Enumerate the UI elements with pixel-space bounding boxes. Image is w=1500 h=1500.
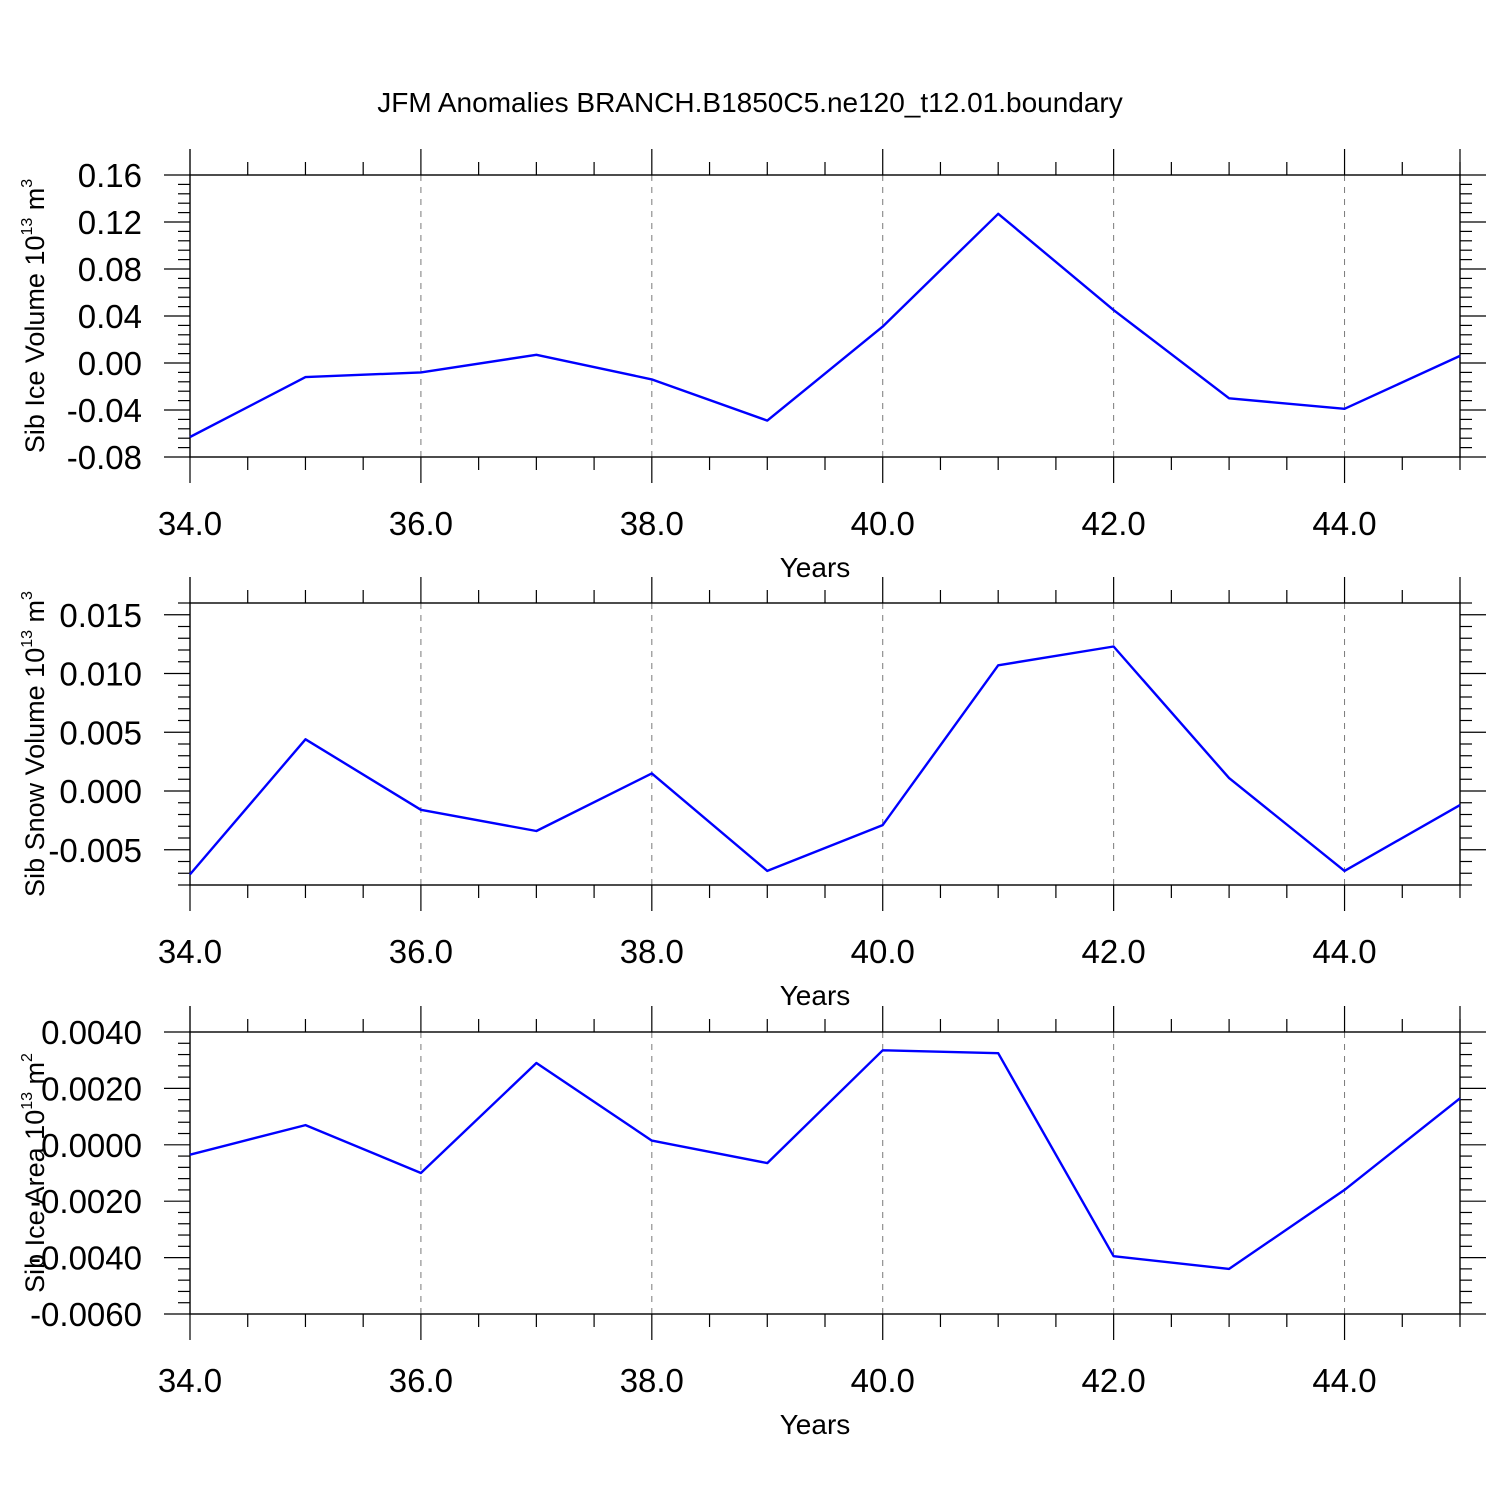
x-tick-label: 42.0	[1082, 505, 1146, 542]
x-tick-label: 44.0	[1312, 505, 1376, 542]
y-tick-label: 0.0040	[41, 1014, 142, 1051]
x-tick-label: 34.0	[158, 505, 222, 542]
y-axis-label-unit-exponent: 3	[19, 179, 36, 188]
x-tick-label: 38.0	[620, 1362, 684, 1399]
y-axis-label-unit-exponent: 3	[19, 591, 36, 600]
series-line	[189, 1049, 1461, 1271]
chart-panels: 34.0 36.0 38.0 40.0 42.0 44.0 -0.08 -0.04 0.00 0.…	[19, 149, 1486, 1440]
x-tick-label: 44.0	[1312, 933, 1376, 970]
y-axis-label-text: Sib Snow Volume 10	[20, 648, 50, 897]
chart-panel-1: 34.0 36.0 38.0 40.0 42.0 44.0 -0.08 -0.04 0.00 0.…	[19, 149, 1486, 583]
y-tick-label: 0.0000	[41, 1127, 142, 1164]
y-tick-label: 0.16	[78, 157, 142, 194]
y-axis-label-unit: m	[20, 188, 50, 218]
y-tick-label: 0.015	[59, 597, 142, 634]
y-axis-label-text: Sib Ice Volume 10	[20, 236, 50, 454]
y-tick-label: 0.12	[78, 204, 142, 241]
y-axis-label-unit-exponent: 2	[19, 1053, 36, 1062]
y-tick-label: 0.08	[78, 251, 142, 288]
chart-panel-3: 34.0 36.0 38.0 40.0 42.0 44.0 -0.0060 -0.0040 -0…	[19, 1006, 1486, 1440]
y-tick-label: 0.04	[78, 298, 142, 335]
y-tick-label: 0.005	[59, 714, 142, 751]
figure-title: JFM Anomalies BRANCH.B1850C5.ne120_t12.0…	[377, 87, 1123, 118]
series-line	[189, 212, 1461, 439]
y-axis-label: Sib Ice Volume 1013 m3	[19, 179, 50, 453]
plot-frame	[189, 174, 1461, 458]
y-axis-label-unit: m	[20, 1062, 50, 1092]
x-axis-label: Years	[780, 552, 851, 583]
y-tick-label: -0.0060	[30, 1296, 142, 1333]
series-line	[189, 645, 1461, 876]
x-tick-label: 42.0	[1082, 1362, 1146, 1399]
y-axis-label-exponent: 13	[19, 1092, 36, 1110]
x-tick-label: 34.0	[158, 1362, 222, 1399]
y-axis-label-unit: m	[20, 600, 50, 630]
x-tick-label: 36.0	[389, 1362, 453, 1399]
x-tick-label: 42.0	[1082, 933, 1146, 970]
y-axis-label: Sib Snow Volume 1013 m3	[19, 591, 50, 897]
y-axis-label-text: Sib Ice Area 10	[20, 1110, 50, 1293]
x-tick-label: 40.0	[851, 505, 915, 542]
plot-frame	[189, 602, 1461, 886]
x-tick-label: 36.0	[389, 933, 453, 970]
y-tick-label: -0.0020	[30, 1183, 142, 1220]
x-tick-label: 38.0	[620, 505, 684, 542]
y-axis-label-exponent: 13	[19, 630, 36, 648]
x-axis-label: Years	[780, 1409, 851, 1440]
y-tick-label: 0.0020	[41, 1070, 142, 1107]
y-tick-label: 0.000	[59, 773, 142, 810]
x-tick-label: 34.0	[158, 933, 222, 970]
y-tick-label: 0.00	[78, 345, 142, 382]
y-tick-label: -0.08	[67, 439, 142, 476]
x-tick-label: 40.0	[851, 933, 915, 970]
y-tick-label: -0.0040	[30, 1240, 142, 1277]
chart-panel-2: 34.0 36.0 38.0 40.0 42.0 44.0 -0.005 0.000 0.005…	[19, 577, 1486, 1011]
x-axis-label: Years	[780, 980, 851, 1011]
x-tick-label: 36.0	[389, 505, 453, 542]
x-tick-label: 40.0	[851, 1362, 915, 1399]
y-axis-label-exponent: 13	[19, 218, 36, 236]
y-tick-label: -0.005	[48, 832, 142, 869]
y-tick-label: -0.04	[67, 392, 142, 429]
y-tick-label: 0.010	[59, 656, 142, 693]
x-tick-label: 38.0	[620, 933, 684, 970]
x-tick-label: 44.0	[1312, 1362, 1376, 1399]
plot-frame	[189, 1031, 1461, 1315]
y-axis-label: Sib Ice Area 1013 m2	[19, 1053, 50, 1293]
